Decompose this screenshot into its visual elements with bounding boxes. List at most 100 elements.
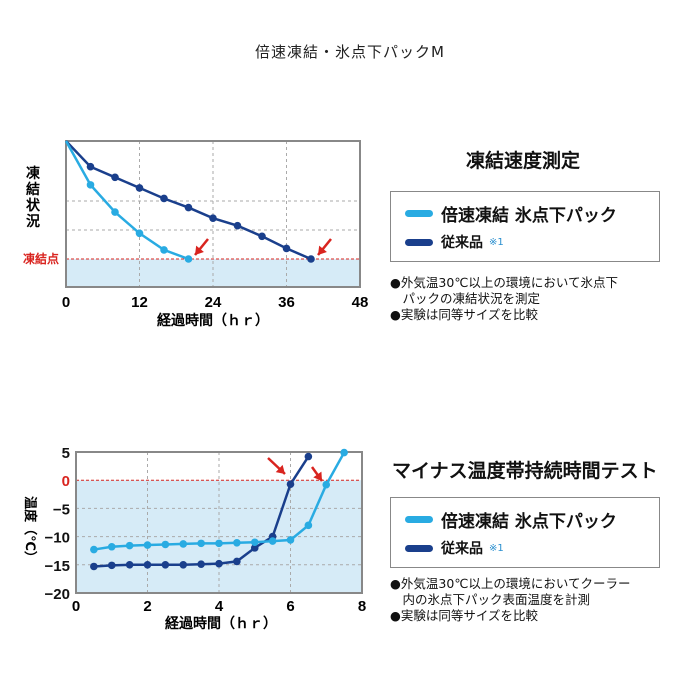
chart2-legend: 倍速凍結 氷点下パック 従来品 ※1 [390, 497, 660, 568]
chart2-note-line: ●外気温30℃以上の環境においてクーラー [390, 576, 631, 591]
chart2-data-point [286, 480, 295, 488]
chart2-data-point [143, 541, 152, 549]
chart2-data-point [179, 540, 188, 548]
chart1-arrow-fast [194, 238, 209, 256]
chart1-freezing-point-label: 凍結点 [23, 251, 59, 266]
chart2-data-point [250, 544, 259, 552]
chart2-data-point [90, 562, 98, 571]
chart1-x-tick-label: 24 [205, 294, 222, 311]
chart1-data-point [258, 232, 266, 241]
chart1-data-point [160, 246, 168, 254]
chart2-data-point [197, 560, 205, 569]
conv-series-swatch [405, 544, 433, 552]
chart2-data-point [250, 538, 259, 547]
chart1-legend-item-fast: 倍速凍結 氷点下パック [405, 201, 617, 226]
chart2-data-point [125, 541, 134, 550]
chart1-x-tick-label: 36 [278, 294, 295, 311]
chart2-legend-conv-note: ※1 [489, 542, 504, 554]
chart1-x-tick-label: 0 [62, 294, 70, 311]
chart2-y-tick-label: −15 [45, 558, 70, 575]
chart1-data-point [233, 221, 242, 230]
chart1-y-axis-label: 況 [26, 213, 40, 230]
chart2-data-point [215, 539, 223, 548]
chart1-x-axis-label: 経過時間（ｈｒ） [157, 312, 269, 329]
chart1-data-point [160, 194, 168, 203]
chart2-note-line: 内の氷点下パック表面温度を計測 [390, 592, 591, 607]
chart1-x-tick-label: 12 [131, 294, 148, 311]
chart1-data-point [282, 244, 291, 253]
chart1-notes: ●外気温30℃以上の環境において氷点下 パックの凍結状況を測定 ●実験は同等サイ… [390, 275, 618, 323]
chart2-data-point [161, 561, 170, 569]
chart1-data-point [111, 208, 119, 216]
chart2-data-point [286, 536, 295, 544]
chart2-y-tick-label: 0 [62, 473, 70, 490]
chart1-series-line-0 [64, 140, 189, 261]
chart2-data-point [304, 452, 313, 461]
chart2-data-point [233, 539, 241, 547]
chart1-note-line: パックの凍結状況を測定 [390, 291, 541, 306]
chart2-note-line: ●実験は同等サイズを比較 [390, 608, 539, 623]
chart2-x-tick-label: 8 [358, 598, 366, 615]
chart1-data-point [184, 255, 193, 263]
chart1-title: 凍結速度測定 [466, 150, 581, 172]
chart2-data-point [268, 537, 277, 545]
chart2-x-axis-label: 経過時間（ｈｒ） [165, 615, 277, 632]
chart2-data-point [179, 561, 188, 569]
fast-series-swatch [405, 210, 433, 217]
chart1-data-point [111, 173, 119, 182]
chart1-arrow-conv-head [318, 245, 327, 255]
chart2-arrow-conv [267, 457, 286, 475]
chart2-y-tick-label: −20 [45, 586, 70, 603]
chart2-x-tick-label: 4 [215, 598, 224, 615]
chart1-legend-conv-label: 従来品 [441, 235, 483, 251]
conv-series-swatch [405, 238, 433, 246]
chart1-y-axis-label: 状 [26, 197, 41, 214]
chart2-legend-item-conv: 従来品 ※1 [405, 538, 504, 558]
chart1-note-line: ●実験は同等サイズを比較 [390, 307, 539, 322]
chart2-y-axis-label: 温度（℃） [22, 496, 38, 564]
chart1-arrow-conv [317, 238, 332, 256]
chart2-data-point [304, 521, 313, 530]
chart2-data-point [90, 545, 98, 554]
chart2-data-point [340, 448, 348, 457]
chart2-data-point [107, 542, 116, 551]
chart1-y-axis-label: 結 [26, 181, 40, 198]
chart2-x-tick-label: 6 [286, 598, 294, 615]
chart1-data-point [307, 255, 315, 263]
chart2-notes: ●外気温30℃以上の環境においてクーラー 内の氷点下パック表面温度を計測 ●実験… [390, 576, 630, 624]
chart1-legend: 倍速凍結 氷点下パック 従来品 ※1 [390, 191, 660, 262]
chart2-title: マイナス温度帯持続時間テスト [392, 460, 658, 482]
chart1-x-tick-label: 48 [352, 294, 369, 311]
chart2-data-point [107, 561, 116, 570]
page-title: 倍速凍結・氷点下パックM [255, 43, 445, 61]
chart2-y-tick-label: −10 [45, 530, 70, 547]
chart1-data-point [135, 184, 144, 192]
chart2-data-point [322, 480, 331, 489]
chart1-y-axis-label: 凍 [26, 165, 41, 182]
chart1-arrow-fast-head [195, 245, 204, 255]
chart2-data-point [125, 561, 134, 569]
chart1-plot-frame [65, 140, 361, 288]
chart2-data-point [143, 561, 152, 569]
chart2-data-point [215, 559, 223, 568]
chart1-data-point [135, 229, 144, 238]
chart2-arrow-fast-head [313, 471, 322, 481]
chart1-legend-conv-note: ※1 [489, 236, 504, 248]
chart1-note-line: ●外気温30℃以上の環境において氷点下 [390, 275, 618, 290]
chart2-legend-item-fast: 倍速凍結 氷点下パック [405, 507, 617, 532]
chart1-legend-fast-label: 倍速凍結 氷点下パック [441, 206, 617, 226]
chart2-data-point [161, 540, 170, 549]
chart2-plot-frame [75, 451, 363, 594]
chart1-data-point [184, 203, 193, 212]
chart2-y-tick-label: −5 [53, 501, 70, 518]
chart2-y-tick-label: 5 [62, 445, 70, 462]
chart1-legend-item-conv: 従来品 ※1 [405, 232, 504, 252]
chart2-data-point [233, 557, 241, 566]
chart2-x-tick-label: 0 [72, 598, 80, 615]
chart1-data-point [209, 214, 217, 222]
chart2-data-point [197, 539, 205, 548]
chart2-arrow-conv-head [275, 464, 285, 474]
chart2-legend-fast-label: 倍速凍結 氷点下パック [441, 512, 617, 532]
chart1-data-point [86, 162, 95, 171]
